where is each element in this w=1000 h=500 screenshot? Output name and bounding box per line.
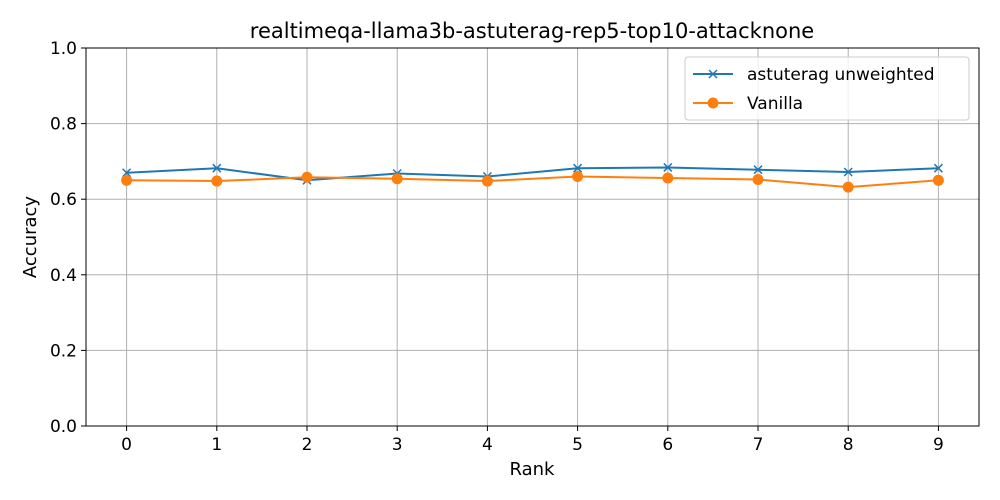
marker-stroke bbox=[573, 163, 583, 173]
y-tick-label: 0.8 bbox=[50, 115, 77, 135]
data-point-0-7 bbox=[753, 165, 763, 175]
x-tick-label: 2 bbox=[302, 435, 313, 455]
legend-marker-shape bbox=[707, 97, 719, 109]
x-tick-label: 8 bbox=[843, 435, 854, 455]
legend-label-astuterag: astuterag unweighted bbox=[747, 65, 935, 85]
data-point-0-6 bbox=[663, 162, 673, 172]
data-point-1-1 bbox=[211, 175, 223, 187]
marker-stroke bbox=[212, 163, 222, 173]
x-tick-label: 9 bbox=[933, 435, 944, 455]
data-point-1-5 bbox=[572, 171, 584, 183]
y-tick-label: 1.0 bbox=[50, 39, 77, 59]
data-point-1-9 bbox=[932, 174, 944, 186]
y-tick-label: 0.4 bbox=[50, 266, 77, 286]
y-axis-label: Accuracy bbox=[20, 196, 41, 279]
data-point-0-1 bbox=[212, 163, 222, 173]
series-line-0 bbox=[126, 166, 939, 182]
series-layer bbox=[121, 162, 944, 193]
x-tick-label: 3 bbox=[392, 435, 403, 455]
series-line-1 bbox=[126, 175, 939, 189]
data-point-1-6 bbox=[662, 172, 674, 184]
data-point-0-9 bbox=[933, 163, 943, 173]
data-point-1-7 bbox=[752, 174, 764, 186]
data-point-1-2 bbox=[301, 171, 313, 183]
x-tick-label: 7 bbox=[753, 435, 764, 455]
plot-area-frame bbox=[85, 47, 980, 427]
marker-stroke bbox=[663, 162, 673, 172]
data-point-1-0 bbox=[121, 174, 133, 186]
data-point-1-4 bbox=[481, 175, 493, 187]
x-tick-label: 1 bbox=[211, 435, 222, 455]
data-point-1-8 bbox=[842, 181, 854, 193]
marker-stroke bbox=[753, 165, 763, 175]
x-axis-label: Rank bbox=[510, 459, 556, 480]
marker-stroke bbox=[122, 168, 132, 178]
legend-label-vanilla: Vanilla bbox=[747, 94, 803, 114]
data-point-0-5 bbox=[573, 163, 583, 173]
legend-marker-circle bbox=[707, 97, 719, 109]
data-point-0-8 bbox=[843, 167, 853, 177]
x-tick-label: 6 bbox=[662, 435, 673, 455]
x-tick-label: 0 bbox=[121, 435, 132, 455]
legend-marker-shape bbox=[708, 69, 718, 79]
legend: astuterag unweighted Vanilla bbox=[684, 56, 970, 121]
marker-stroke bbox=[933, 163, 943, 173]
x-tick-label: 4 bbox=[482, 435, 493, 455]
axis-ticks: 0 1 2 3 4 5 6 7 8 9 0.0 0.2 0.4 0.6 0.8 1.0 bbox=[50, 39, 944, 455]
legend-frame bbox=[684, 56, 970, 121]
data-point-1-3 bbox=[391, 173, 403, 185]
data-point-0-0 bbox=[122, 168, 132, 178]
x-tick-label: 5 bbox=[572, 435, 583, 455]
y-tick-label: 0.0 bbox=[50, 417, 77, 437]
legend-marker-x bbox=[708, 69, 718, 79]
marker-stroke bbox=[708, 69, 718, 79]
chart-title: realtimeqa-llama3b-astuterag-rep5-top10-… bbox=[250, 19, 814, 43]
marker-stroke bbox=[843, 167, 853, 177]
y-tick-label: 0.2 bbox=[50, 341, 77, 361]
y-tick-label: 0.6 bbox=[50, 190, 77, 210]
